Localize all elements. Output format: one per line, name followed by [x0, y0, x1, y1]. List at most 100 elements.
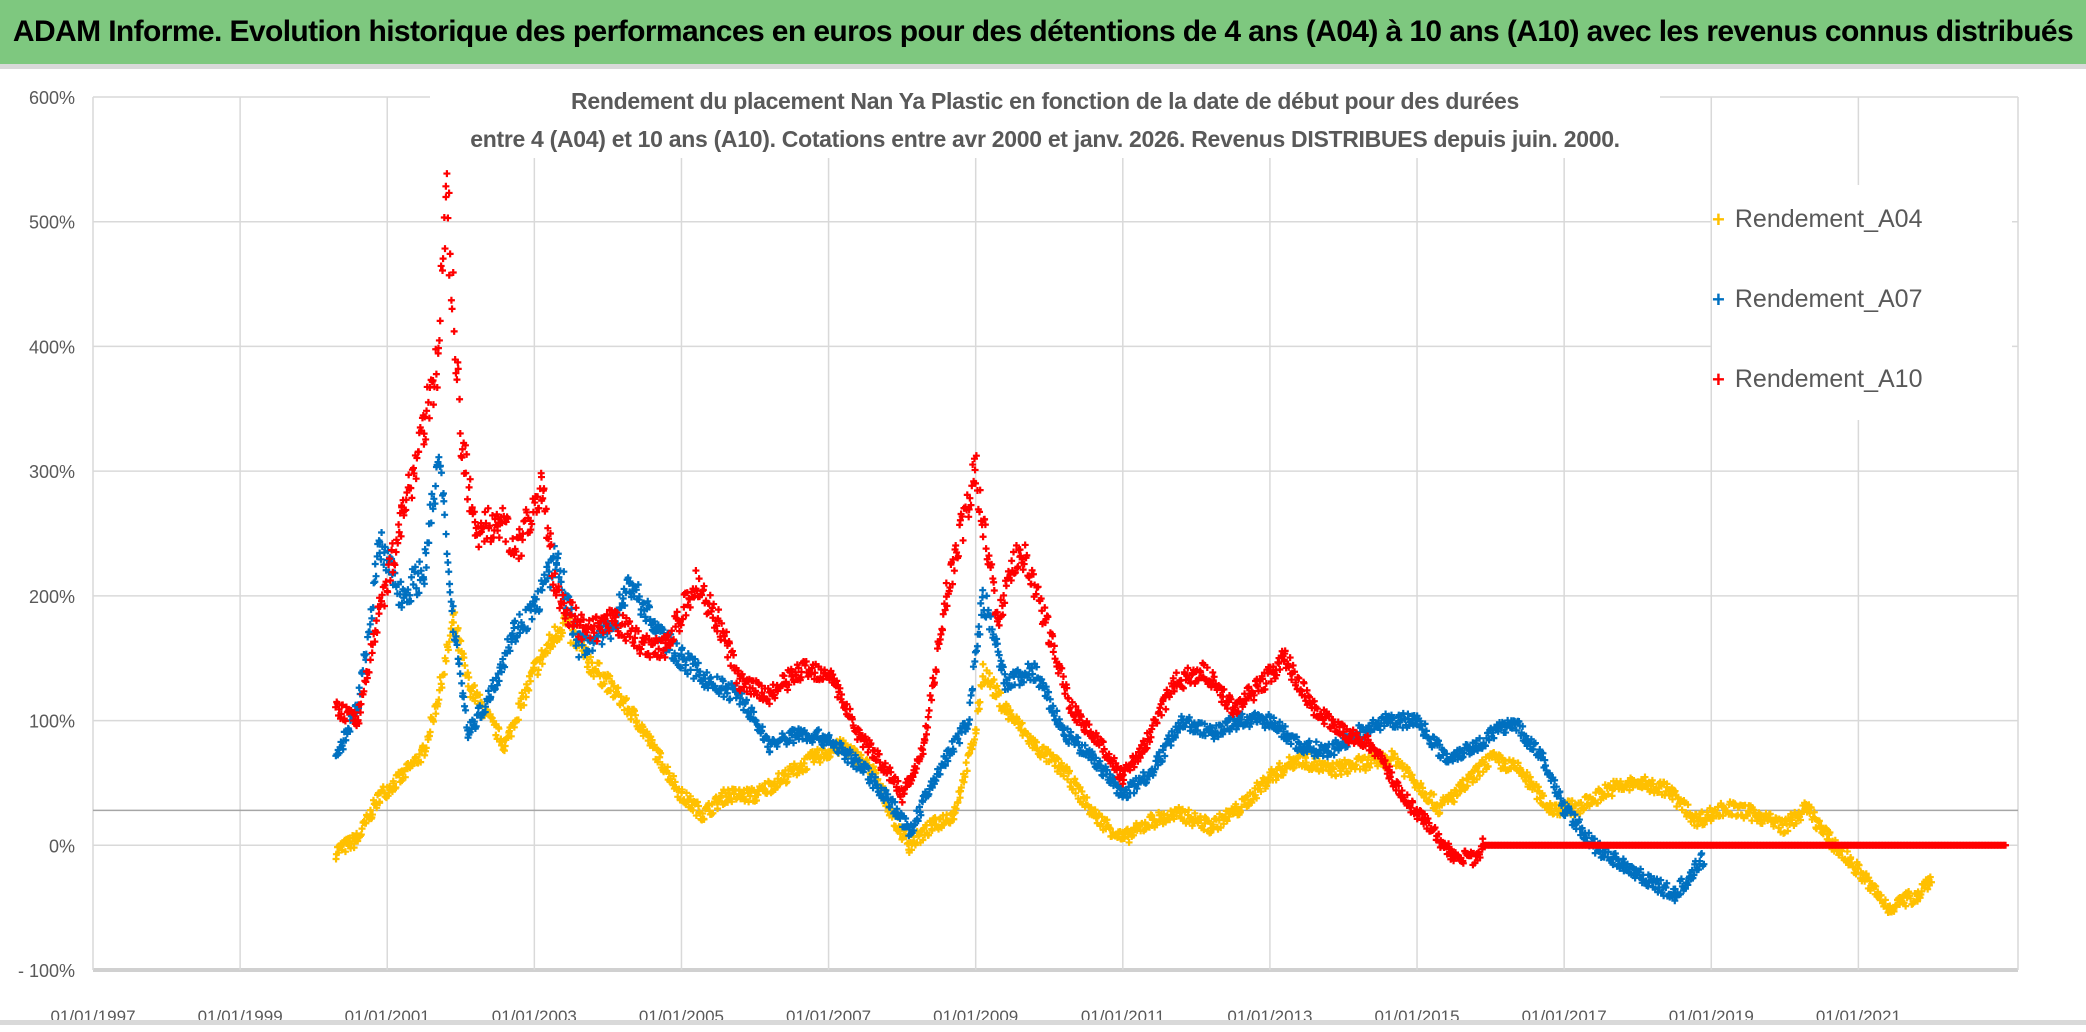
data-point: [1156, 704, 1164, 712]
data-point: [979, 660, 987, 668]
data-point: [394, 539, 402, 547]
data-point: [382, 578, 390, 586]
x-axis-ticks: 01/01/1997 01/01/1999 01/01/2001 01/01/2003…: [50, 1007, 1900, 1020]
data-point: [1171, 733, 1179, 741]
data-point: [1303, 686, 1311, 694]
data-point: [1684, 801, 1692, 809]
data-point: [346, 728, 354, 736]
data-point: [928, 783, 936, 791]
data-point: [429, 401, 437, 409]
data-point: [1509, 757, 1517, 765]
y-tick-label: 400%: [29, 337, 75, 357]
data-point: [1065, 695, 1073, 703]
data-point: [730, 651, 738, 659]
data-point: [492, 731, 500, 739]
data-point: [632, 711, 640, 719]
data-point: [976, 698, 984, 706]
data-point: [1485, 736, 1493, 744]
data-point: [976, 486, 984, 494]
data-point: [1054, 755, 1062, 763]
data-point: [972, 452, 980, 460]
x-tick-label: 01/01/1997: [50, 1007, 135, 1020]
data-point: [969, 461, 977, 469]
data-point: [613, 609, 621, 617]
data-point: [1087, 803, 1095, 811]
data-point: [977, 599, 985, 607]
data-point: [1185, 806, 1193, 814]
data-point: [959, 536, 967, 544]
data-point: [696, 668, 704, 676]
data-point: [1306, 693, 1314, 701]
data-point: [501, 663, 509, 671]
data-point: [637, 726, 645, 734]
data-point: [863, 756, 871, 764]
data-point: [1320, 720, 1328, 728]
data-point: [825, 731, 833, 739]
data-point: [1099, 738, 1107, 746]
data-point: [954, 552, 962, 560]
data-point: [1924, 885, 1932, 893]
data-point: [470, 718, 478, 726]
data-point: [1476, 734, 1484, 742]
data-point: [437, 262, 445, 270]
data-point: [535, 504, 543, 512]
data-point: [984, 606, 992, 614]
data-point: [390, 779, 398, 787]
data-point: [516, 610, 524, 618]
data-point: [1158, 757, 1166, 765]
data-point: [990, 676, 998, 684]
data-point: [1343, 743, 1351, 751]
data-point: [718, 619, 726, 627]
data-point: [1313, 705, 1321, 713]
data-point: [401, 773, 409, 781]
data-point: [1527, 735, 1535, 743]
data-point: [969, 685, 977, 693]
data-point: [484, 504, 492, 512]
data-point: [952, 805, 960, 813]
data-point: [943, 602, 951, 610]
data-point: [1519, 722, 1527, 730]
data-point: [435, 336, 443, 344]
data-point: [758, 689, 766, 697]
data-point: [460, 693, 468, 701]
data-point: [507, 732, 515, 740]
data-point: [420, 430, 428, 438]
data-point: [1208, 724, 1216, 732]
data-point: [438, 684, 446, 692]
data-point: [725, 639, 733, 647]
data-point: [425, 539, 433, 547]
data-point: [1042, 683, 1050, 691]
data-point: [446, 588, 454, 596]
data-point: [486, 522, 494, 530]
data-point: [533, 508, 541, 516]
data-point: [556, 604, 564, 612]
data-point: [350, 844, 358, 852]
data-point: [730, 790, 738, 798]
data-point: [577, 611, 585, 619]
data-point: [440, 670, 448, 678]
data-point: [467, 687, 475, 695]
data-point: [1436, 809, 1444, 817]
data-point: [1684, 881, 1692, 889]
data-point: [935, 640, 943, 648]
data-point: [1376, 726, 1384, 734]
data-point: [1197, 669, 1205, 677]
data-point: [523, 508, 531, 516]
data-point: [531, 499, 539, 507]
data-point: [413, 454, 421, 462]
data-point: [528, 615, 536, 623]
data-point: [1060, 772, 1068, 780]
data-point: [1281, 722, 1289, 730]
data-point: [1674, 793, 1682, 801]
data-point: [713, 673, 721, 681]
data-point: [1476, 854, 1484, 862]
data-point: [882, 786, 890, 794]
data-point: [1074, 795, 1082, 803]
data-point: [402, 496, 410, 504]
data-point: [408, 762, 416, 770]
data-point: [771, 694, 779, 702]
data-point: [1154, 753, 1162, 761]
data-point: [485, 687, 493, 695]
series-Rendement_A07: [332, 453, 1708, 905]
data-point: [673, 639, 681, 647]
